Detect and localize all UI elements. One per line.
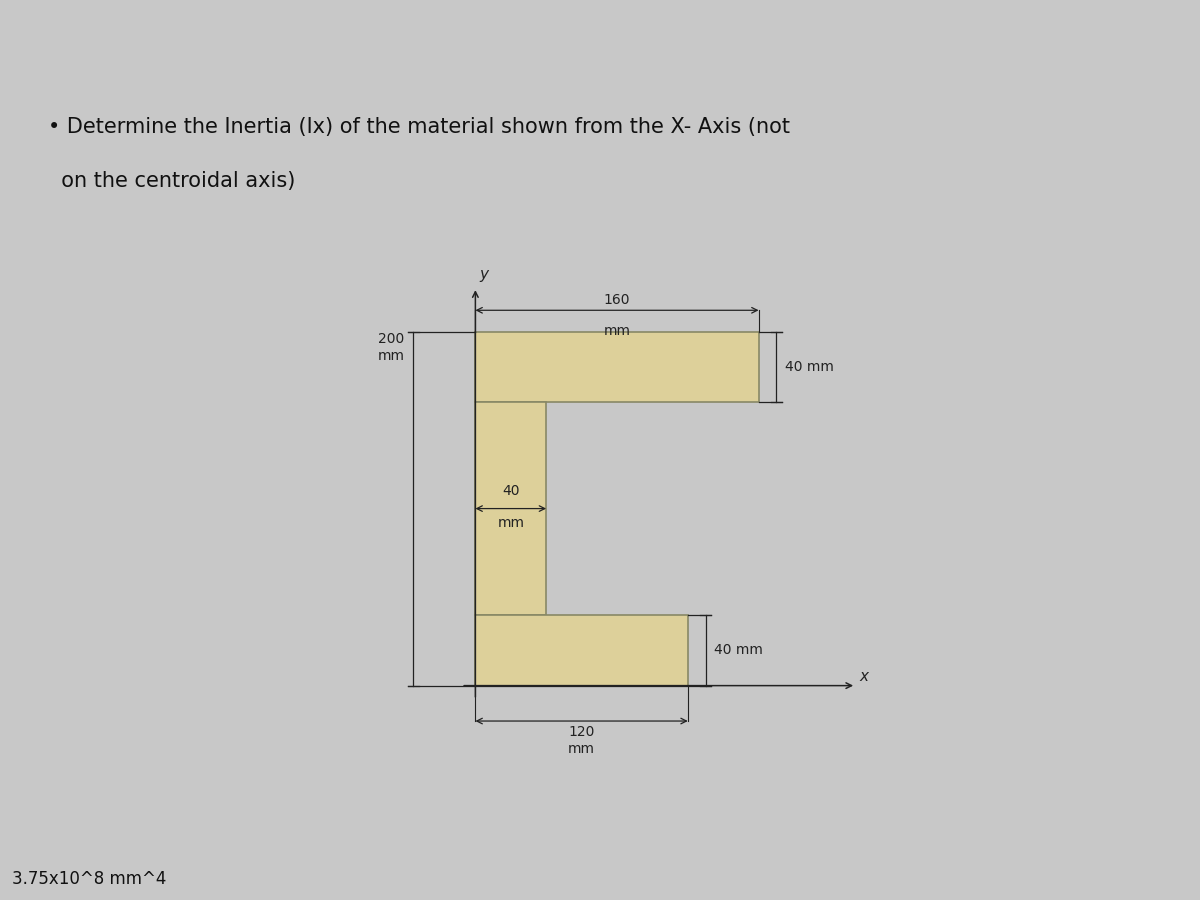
Text: mm: mm <box>497 516 524 530</box>
Text: on the centroidal axis): on the centroidal axis) <box>48 171 295 191</box>
Bar <box>475 402 546 615</box>
Text: 40 mm: 40 mm <box>714 644 763 657</box>
Text: 120: 120 <box>569 724 595 739</box>
Text: 200: 200 <box>378 331 404 346</box>
Text: mm: mm <box>568 742 595 756</box>
Text: mm: mm <box>604 324 630 338</box>
Bar <box>475 615 688 686</box>
Bar <box>475 331 758 402</box>
Text: • Determine the Inertia (Ix) of the material shown from the X- Axis (not: • Determine the Inertia (Ix) of the mate… <box>48 117 790 137</box>
Text: x: x <box>859 669 869 684</box>
Text: 160: 160 <box>604 292 630 307</box>
Text: mm: mm <box>378 349 404 364</box>
Text: 40 mm: 40 mm <box>785 360 834 373</box>
Text: 3.75x10^8 mm^4: 3.75x10^8 mm^4 <box>12 870 167 888</box>
Text: 40: 40 <box>502 484 520 498</box>
Text: y: y <box>479 267 488 282</box>
